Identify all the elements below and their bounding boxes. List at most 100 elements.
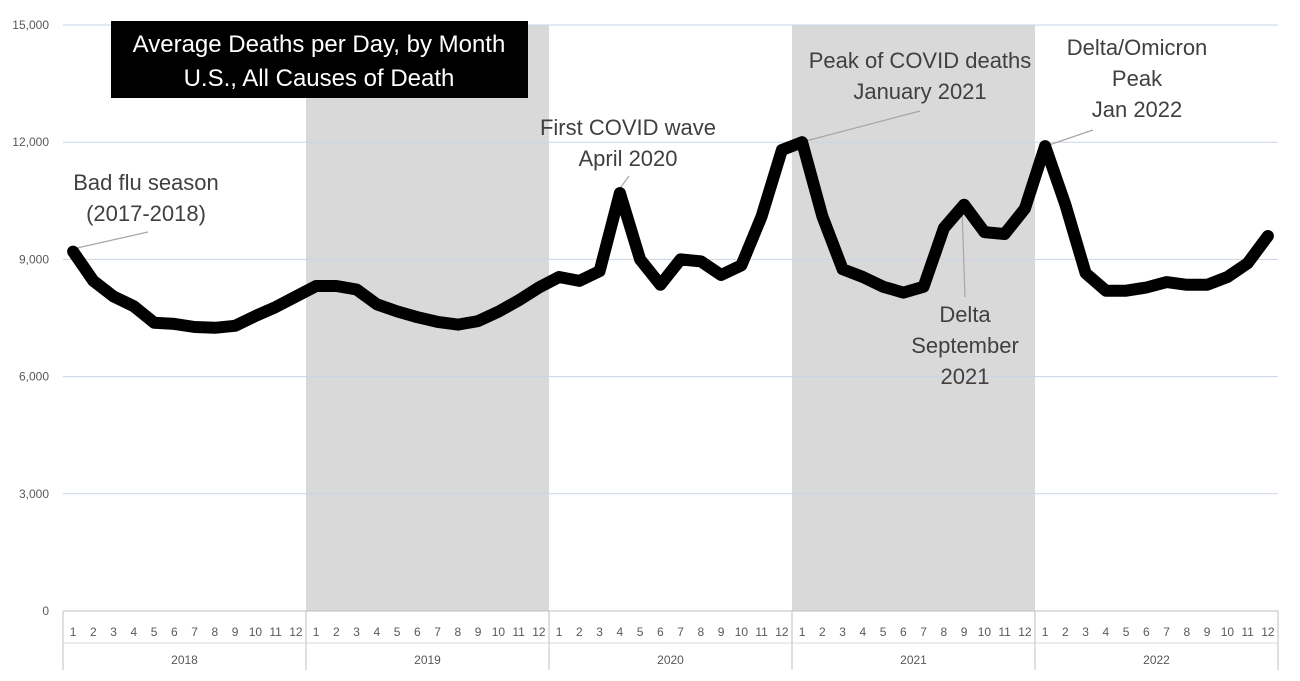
x-tick-label-month: 10 <box>978 625 992 639</box>
x-tick-label-month: 11 <box>1241 625 1254 639</box>
data-point <box>639 258 642 261</box>
x-tick-label-month: 5 <box>637 625 644 639</box>
data-point <box>1266 234 1269 237</box>
data-point <box>679 258 682 261</box>
x-tick-label-month: 10 <box>492 625 506 639</box>
x-tick-label-month: 3 <box>839 625 846 639</box>
x-tick-label-month: 11 <box>512 625 525 639</box>
chart-title-box: Average Deaths per Day, by Month U.S., A… <box>111 21 528 98</box>
data-point <box>942 227 945 230</box>
data-point <box>963 203 966 206</box>
x-tick-label-month: 9 <box>232 625 239 639</box>
data-point <box>335 284 338 287</box>
x-tick-label-month: 1 <box>799 625 806 639</box>
annotation-leader <box>76 231 149 249</box>
data-point <box>477 320 480 323</box>
data-point <box>416 316 419 319</box>
x-tick-label-month: 9 <box>961 625 968 639</box>
x-tick-label-month: 5 <box>880 625 887 639</box>
x-tick-label-month: 1 <box>1042 625 1049 639</box>
annotation-label: September <box>911 333 1019 358</box>
x-tick-label-month: 6 <box>171 625 178 639</box>
data-point <box>760 215 763 218</box>
y-tick-label: 15,000 <box>12 18 49 32</box>
y-tick-label: 0 <box>42 604 49 618</box>
x-tick-label-year: 2018 <box>171 653 198 667</box>
x-tick-label-month: 7 <box>191 625 198 639</box>
x-tick-label-month: 12 <box>1261 625 1275 639</box>
x-tick-label-year: 2021 <box>900 653 927 667</box>
x-tick-label-month: 8 <box>212 625 219 639</box>
y-tick-label: 3,000 <box>19 487 49 501</box>
data-point <box>659 283 662 286</box>
x-tick-label-month: 10 <box>735 625 749 639</box>
x-tick-label-month: 12 <box>775 625 789 639</box>
data-point <box>112 295 115 298</box>
data-point <box>193 325 196 328</box>
data-point <box>375 303 378 306</box>
data-point <box>1246 262 1249 265</box>
data-point <box>173 322 176 325</box>
x-tick-label-month: 1 <box>70 625 77 639</box>
data-point <box>132 305 135 308</box>
annotation-label: Peak <box>1112 66 1163 91</box>
x-tick-label-month: 1 <box>313 625 320 639</box>
data-point <box>1084 272 1087 275</box>
annotation-leader <box>961 207 966 298</box>
data-point <box>1064 203 1067 206</box>
year-shading-bands <box>306 25 1035 611</box>
chart-title-line-2: U.S., All Causes of Death <box>184 65 455 92</box>
shade-band-2021 <box>792 25 1035 611</box>
x-tick-label-month: 9 <box>475 625 482 639</box>
annotations: Bad flu season (2017-2018) First COVID wav… <box>73 35 1207 389</box>
data-point <box>841 268 844 271</box>
x-tick-label-month: 3 <box>1082 625 1089 639</box>
data-point <box>1003 233 1006 236</box>
annotation-label: Jan 2022 <box>1092 97 1183 122</box>
x-tick-label-month: 4 <box>617 625 624 639</box>
x-tick-label-month: 7 <box>434 625 441 639</box>
data-point <box>1023 207 1026 210</box>
chart-title-line-1: Average Deaths per Day, by Month <box>133 31 506 58</box>
annotation-label: Peak of COVID deaths <box>809 48 1032 73</box>
data-point <box>355 288 358 291</box>
x-tick-label-month: 2 <box>90 625 97 639</box>
x-tick-label-month: 6 <box>657 625 664 639</box>
data-point <box>315 284 318 287</box>
x-tick-label-month: 3 <box>596 625 603 639</box>
data-point <box>983 231 986 234</box>
x-tick-label-month: 2 <box>333 625 340 639</box>
x-tick-label-month: 8 <box>455 625 462 639</box>
data-point <box>861 275 864 278</box>
x-tick-label-month: 11 <box>755 625 768 639</box>
annotation-label: Bad flu season <box>73 170 219 195</box>
data-point <box>699 260 702 263</box>
x-tick-label-month: 11 <box>269 625 282 639</box>
series-line <box>67 136 1274 334</box>
data-point <box>396 310 399 313</box>
y-tick-label: 9,000 <box>19 252 49 266</box>
annotation-label: Delta/Omicron <box>1067 35 1208 60</box>
x-tick-label-month: 12 <box>532 625 546 639</box>
y-tick-label: 6,000 <box>19 370 49 384</box>
data-point <box>1185 283 1188 286</box>
annotation-leader <box>801 110 921 143</box>
x-tick-label-month: 12 <box>289 625 303 639</box>
data-point <box>1125 289 1128 292</box>
x-tick-label-month: 2 <box>576 625 583 639</box>
data-point <box>72 250 75 253</box>
x-tick-label-month: 6 <box>414 625 421 639</box>
data-point <box>294 295 297 298</box>
x-tick-label-year: 2020 <box>657 653 684 667</box>
annotation-label: (2017-2018) <box>86 201 206 226</box>
x-tick-label-month: 5 <box>394 625 401 639</box>
data-point <box>517 299 520 302</box>
data-point <box>153 321 156 324</box>
data-point <box>922 285 925 288</box>
x-tick-label-month: 5 <box>151 625 158 639</box>
data-point <box>1165 281 1168 284</box>
y-tick-label: 12,000 <box>12 135 49 149</box>
annotation-label: April 2020 <box>578 146 677 171</box>
x-tick-label-month: 6 <box>900 625 907 639</box>
